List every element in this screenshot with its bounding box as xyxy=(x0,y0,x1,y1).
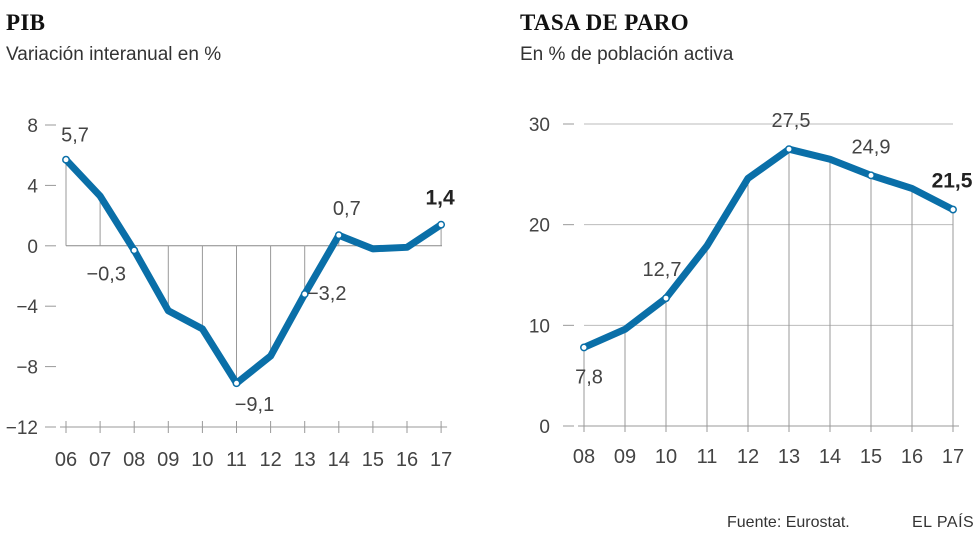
pib-data-point xyxy=(334,231,343,240)
pib-x-tick-label: 15 xyxy=(362,449,384,471)
pib-data-point xyxy=(62,155,70,164)
pib-x-tick-label: 11 xyxy=(226,449,247,471)
paro-data-label: 27,5 xyxy=(772,110,811,132)
pib-series-line xyxy=(62,156,445,387)
pib-x-tick-label: 10 xyxy=(191,449,213,471)
paro-x-tick-label: 15 xyxy=(860,446,882,468)
pib-data-point xyxy=(232,379,241,388)
paro-data-point xyxy=(785,145,793,154)
paro-y-tick-label: 10 xyxy=(529,316,550,337)
pib-x-tick-label: 09 xyxy=(157,449,179,471)
paro-data-point xyxy=(580,343,588,352)
pib-data-label: 5,7 xyxy=(61,125,89,147)
paro-x-tick-label: 13 xyxy=(778,446,800,468)
paro-data-point xyxy=(867,171,875,180)
paro-data-label: 12,7 xyxy=(643,259,682,281)
source-note: Fuente: Eurostat. xyxy=(727,514,850,531)
pib-x-tick-label: 14 xyxy=(328,449,350,471)
paro-x-tick-label: 17 xyxy=(942,446,964,468)
paro-x-tick-label: 10 xyxy=(655,446,677,468)
pib-data-label: 1,4 xyxy=(425,187,455,210)
paro-x-tick-label: 08 xyxy=(573,446,595,468)
pib-x-tick-label: 16 xyxy=(396,449,418,471)
paro-data-point xyxy=(662,294,670,303)
pib-y-tick-label: 4 xyxy=(27,176,38,197)
paro-x-tick-label: 16 xyxy=(901,446,923,468)
pib-y-tick-label: −12 xyxy=(6,418,38,439)
paro-data-label: 24,9 xyxy=(852,136,891,158)
paro-chart-title: TASA DE PARO xyxy=(520,10,689,35)
pib-y-tick-label: −8 xyxy=(16,358,38,379)
pib-chart-subtitle: Variación interanual en % xyxy=(6,44,222,65)
pib-chart-title: PIB xyxy=(6,10,46,35)
pib-x-tick-label: 06 xyxy=(55,449,77,471)
paro-data-label: 21,5 xyxy=(932,170,973,193)
paro-series-line xyxy=(580,145,957,351)
pib-data-point xyxy=(437,220,446,229)
pib-y-tick-label: 0 xyxy=(27,237,38,258)
paro-y-tick-label: 30 xyxy=(529,115,550,136)
pib-y-tick-label: −4 xyxy=(16,297,38,318)
pib-x-tick-label: 13 xyxy=(294,449,316,471)
pib-x-tick-label: 12 xyxy=(259,449,281,471)
pib-x-tick-label: 07 xyxy=(89,449,111,471)
paro-y-tick-label: 0 xyxy=(539,417,550,438)
paro-y-tick-label: 20 xyxy=(529,216,550,237)
pib-data-point xyxy=(130,246,139,255)
paro-x-tick-label: 11 xyxy=(697,446,718,468)
paro-x-tick-label: 09 xyxy=(614,446,636,468)
paro-x-tick-label: 12 xyxy=(737,446,759,468)
pib-x-tick-label: 08 xyxy=(123,449,145,471)
pib-data-label: −3,2 xyxy=(307,283,346,305)
paro-chart-subtitle: En % de población activa xyxy=(520,44,734,65)
paro-x-tick-label: 14 xyxy=(819,446,841,468)
pib-data-label: −0,3 xyxy=(86,263,125,285)
pib-y-tick-label: 8 xyxy=(27,116,38,137)
pib-data-point xyxy=(300,290,309,299)
pib-data-label: −9,1 xyxy=(235,394,274,416)
paro-data-point xyxy=(949,205,957,214)
paro-data-label: 7,8 xyxy=(575,366,603,388)
pib-x-tick-label: 17 xyxy=(430,449,452,471)
brand-logo-text: EL PAÍS xyxy=(912,514,975,531)
pib-data-label: 0,7 xyxy=(333,198,361,220)
